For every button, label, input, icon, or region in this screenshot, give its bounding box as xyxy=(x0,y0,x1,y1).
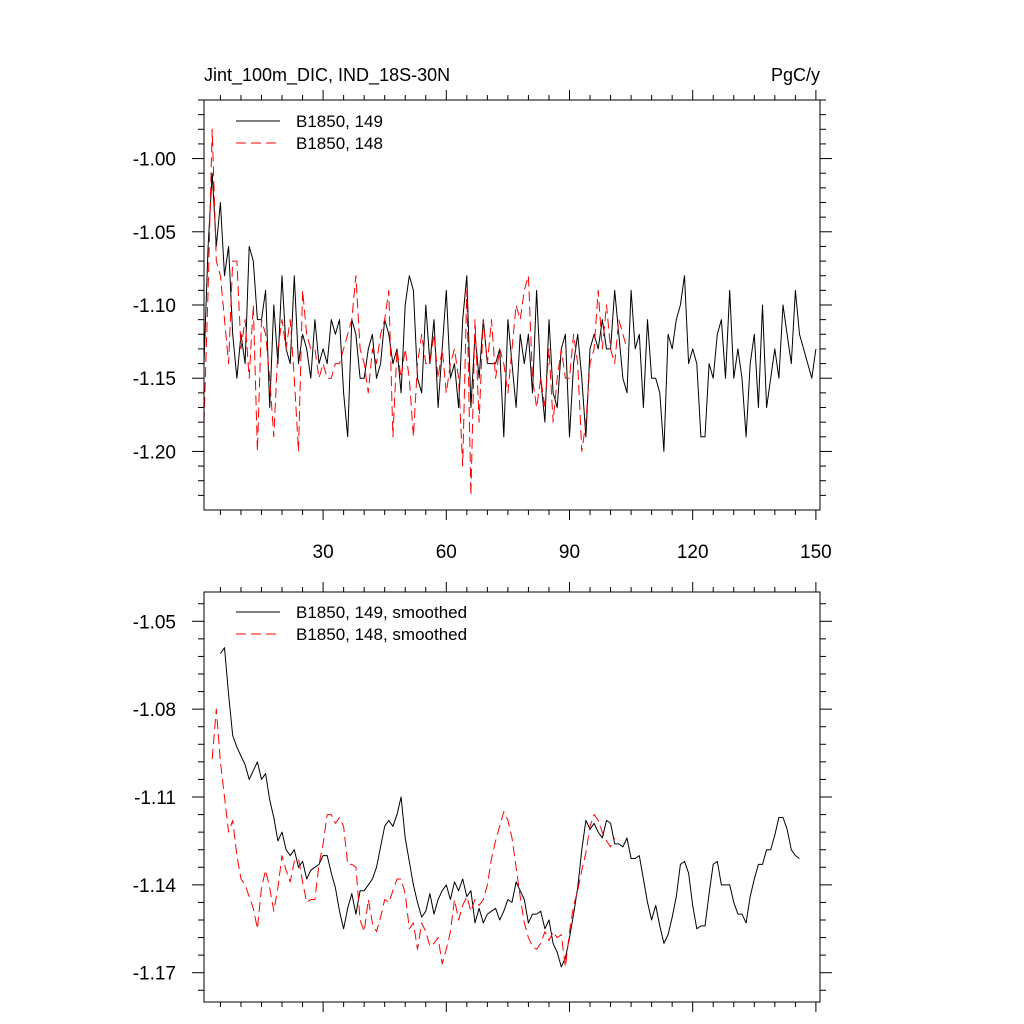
bottom-panel-legend: B1850, 149, smoothed B1850, 148, smoothe… xyxy=(236,603,467,644)
y-tick-label: -1.05 xyxy=(133,612,176,633)
legend-label-series-1: B1850, 148 xyxy=(296,134,383,153)
top-panel-title-left: Jint_100m_DIC, IND_18S-30N xyxy=(204,65,450,86)
series-line-0 xyxy=(203,172,817,452)
series-line-1 xyxy=(211,708,616,968)
top-panel-frame xyxy=(203,99,821,511)
bottom-panel-series xyxy=(211,647,800,968)
y-tick-label: -1.00 xyxy=(133,150,176,171)
legend-label-series-0: B1850, 149 xyxy=(296,112,383,131)
top-panel-series xyxy=(203,128,817,496)
y-tick-label: -1.20 xyxy=(133,442,176,463)
x-tick-label: 30 xyxy=(313,542,334,563)
top-panel: Jint_100m_DIC, IND_18S-30N PgC/y 30 60 90 1… xyxy=(133,65,832,563)
y-tick-label: -1.14 xyxy=(133,876,177,897)
y-tick-label: -1.15 xyxy=(133,369,176,390)
y-tick-label: -1.17 xyxy=(133,964,176,985)
bottom-panel: -1.05 -1.08 -1.11 -1.14 -1.17 B1850, 149, sm… xyxy=(133,582,832,1012)
y-tick-label: -1.05 xyxy=(133,223,176,244)
series-line-1 xyxy=(203,128,628,496)
y-tick-label: -1.11 xyxy=(134,788,176,809)
x-tick-label: 90 xyxy=(559,542,580,563)
bottom-panel-frame xyxy=(203,591,821,1003)
legend-label-series-0: B1850, 149, smoothed xyxy=(296,603,467,622)
legend-label-series-1: B1850, 148, smoothed xyxy=(296,625,467,644)
top-panel-ticks: 30 60 90 120 150 -1.00 -1.05 -1.10 -1.15 -1.20 xyxy=(133,90,832,563)
top-panel-legend: B1850, 149 B1850, 148 xyxy=(236,112,383,153)
top-panel-title-right: PgC/y xyxy=(771,65,820,85)
x-tick-label: 120 xyxy=(677,542,709,563)
x-tick-label: 150 xyxy=(800,542,832,563)
series-line-0 xyxy=(219,647,800,968)
x-tick-label: 60 xyxy=(436,542,457,563)
y-tick-label: -1.10 xyxy=(133,296,176,317)
y-tick-label: -1.08 xyxy=(133,700,176,721)
bottom-panel-ticks: -1.05 -1.08 -1.11 -1.14 -1.17 xyxy=(133,582,832,1012)
